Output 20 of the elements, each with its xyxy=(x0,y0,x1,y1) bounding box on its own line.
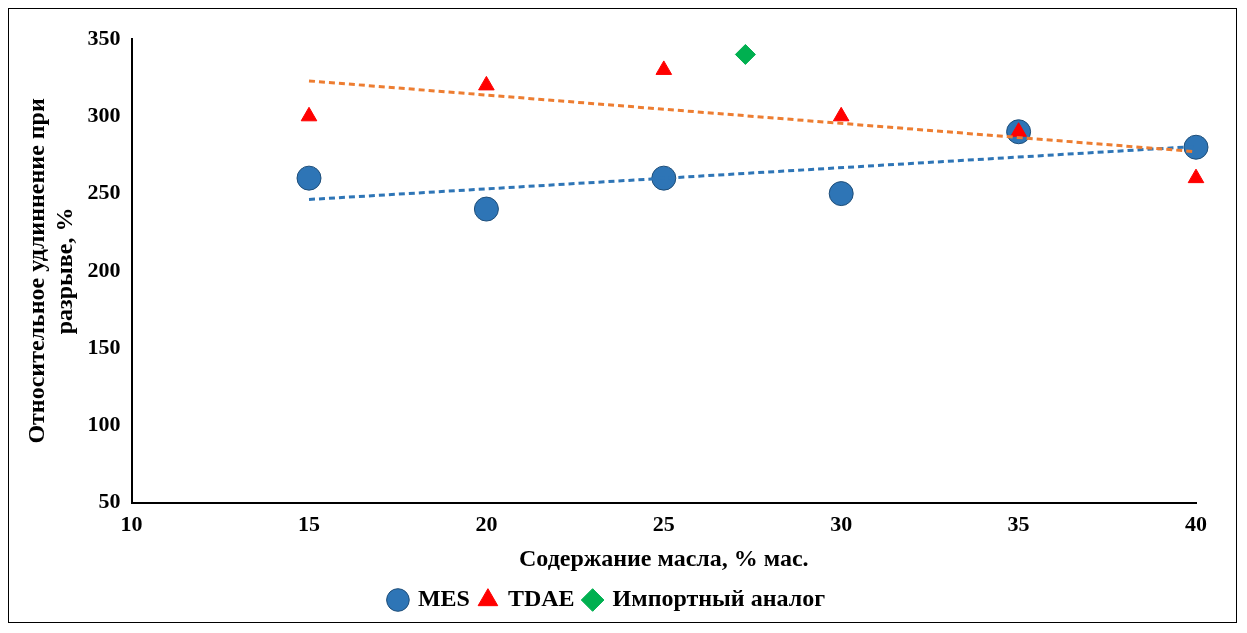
legend-label: TDAE xyxy=(507,585,575,612)
y-tick-label: 100 xyxy=(87,411,121,437)
x-tick-label: 25 xyxy=(652,510,675,536)
legend-label: Импортный аналог xyxy=(612,585,826,612)
x-tick-label: 20 xyxy=(475,510,498,536)
x-tick-label: 30 xyxy=(830,510,853,536)
y-tick-label: 250 xyxy=(87,179,121,205)
legend-label: MES xyxy=(417,585,470,612)
chart-frame: Содержание масла, % мас. Относительное удлиннение при разрыве, % MES TDAE Импортный аналог 10 15 20 25 30 35 40 50 100 150 200 250 300 350 xyxy=(8,8,1237,623)
y-tick-label: 350 xyxy=(87,24,121,50)
y-tick-label: 150 xyxy=(87,333,121,359)
y-tick-label: 50 xyxy=(98,488,121,514)
x-tick-label: 40 xyxy=(1185,510,1207,536)
x-tick-label: 15 xyxy=(298,510,320,536)
x-tick-label: 10 xyxy=(120,510,143,536)
y-tick-label: 200 xyxy=(87,256,121,282)
x-tick-label: 35 xyxy=(1007,510,1030,536)
y-tick-label: 300 xyxy=(87,101,121,127)
y-axis-title: Относительное удлиннение при разрыве, % xyxy=(22,98,78,444)
x-axis-title: Содержание масла, % мас. xyxy=(518,544,809,571)
